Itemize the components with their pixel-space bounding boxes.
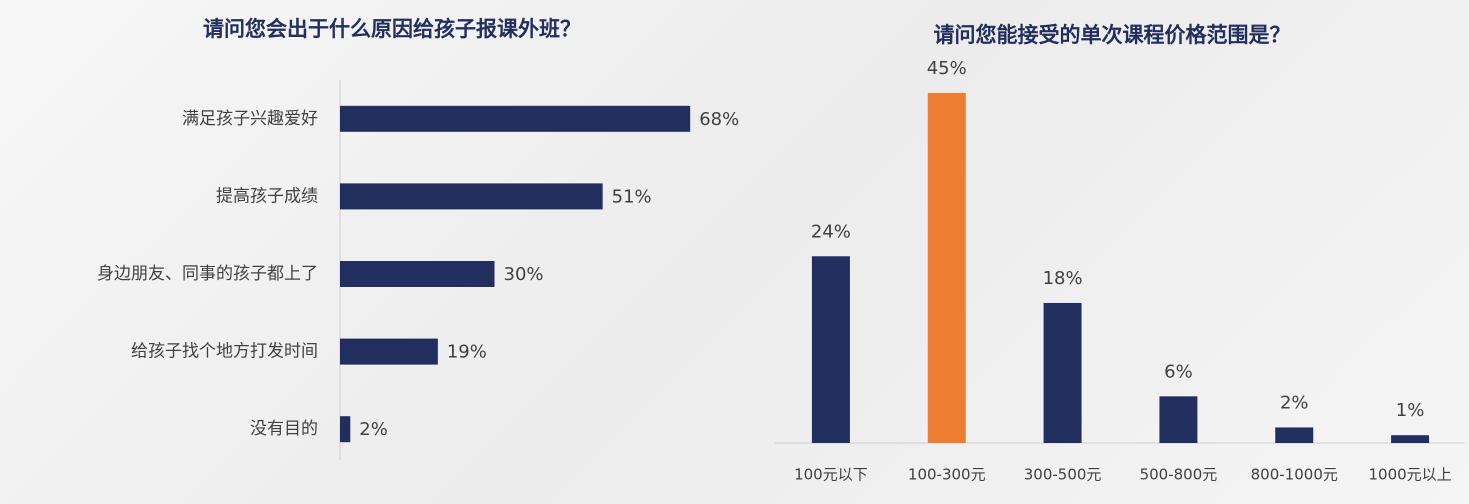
x-tick-label: 500-800元 [1140, 466, 1218, 484]
data-label: 19% [447, 342, 487, 363]
y-tick-label: 提高孩子成绩 [216, 186, 318, 206]
data-label: 1% [1396, 400, 1425, 421]
bar [340, 183, 603, 210]
data-label: 30% [504, 264, 544, 285]
data-label: 6% [1164, 361, 1193, 382]
data-label: 2% [359, 419, 388, 440]
x-tick-label: 100元以下 [794, 466, 868, 484]
y-tick-label: 身边朋友、同事的孩子都上了 [97, 264, 318, 284]
y-tick-label: 没有目的 [250, 419, 318, 439]
x-tick-label: 1000元以上 [1368, 466, 1451, 484]
x-tick-label: 800-1000元 [1251, 466, 1338, 484]
y-tick-label: 满足孩子兴趣爱好 [182, 109, 318, 129]
data-label: 2% [1280, 392, 1309, 413]
data-label: 24% [811, 221, 851, 242]
bar [927, 92, 966, 444]
data-label: 51% [612, 186, 652, 207]
bar [340, 105, 691, 132]
bar [1391, 435, 1430, 443]
data-label: 18% [1043, 268, 1083, 289]
chart-title: 请问您会出于什么原因给孩子报课外班？ [203, 17, 581, 41]
x-tick-label: 300-500元 [1024, 466, 1102, 484]
bar [1159, 396, 1198, 443]
bar [340, 338, 438, 365]
bar [811, 256, 850, 443]
chart-title: 请问您能接受的单次课程价格范围是？ [934, 23, 1291, 47]
bar [340, 261, 495, 287]
x-tick-label: 100-300元 [908, 466, 986, 484]
bar [1275, 427, 1314, 443]
data-label: 68% [699, 109, 739, 130]
data-label: 45% [927, 58, 967, 79]
y-tick-label: 给孩子找个地方打发时间 [131, 342, 318, 362]
bar [340, 416, 351, 443]
bar [1043, 302, 1082, 443]
